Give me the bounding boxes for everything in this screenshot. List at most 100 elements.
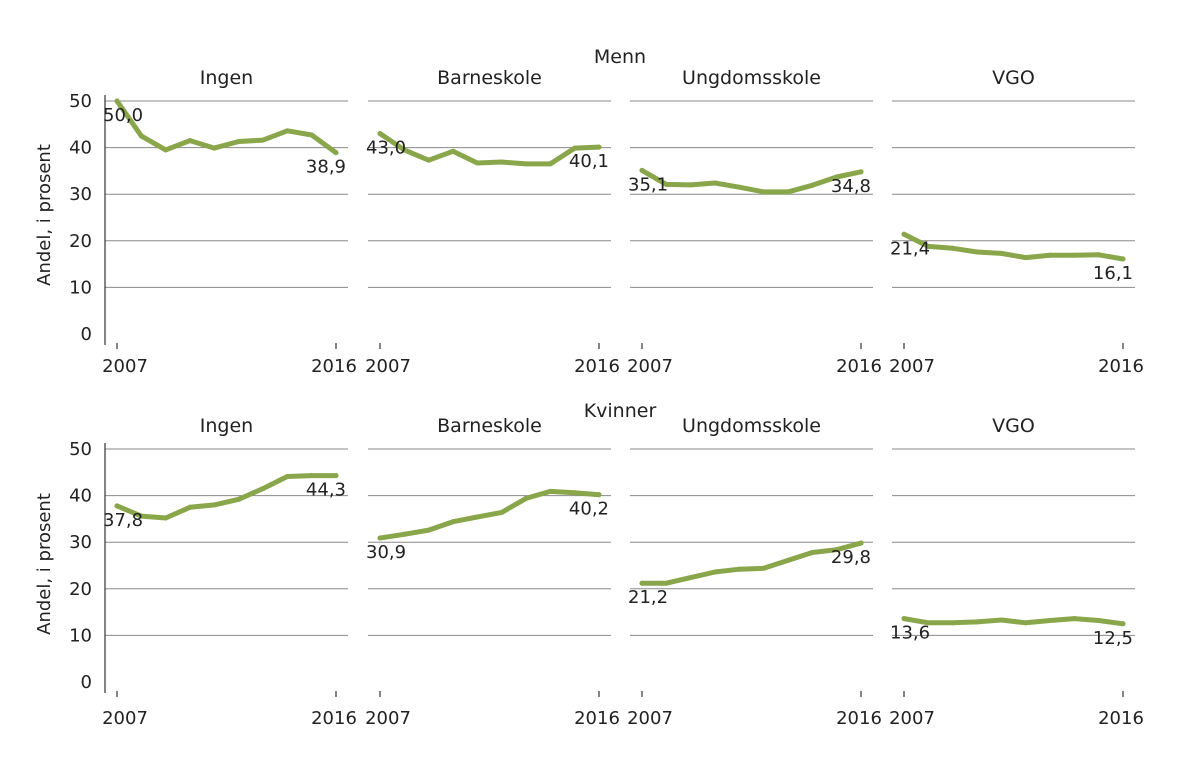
data-point — [1047, 617, 1053, 623]
data-point — [761, 565, 767, 571]
x-tick-label: 2016 — [311, 708, 357, 729]
y-tick-label: 0 — [81, 324, 92, 345]
data-point — [712, 180, 718, 186]
panel-title: Ungdomsskole — [682, 67, 821, 89]
y-tick-label: 20 — [69, 579, 92, 600]
data-point — [858, 540, 864, 546]
data-point — [114, 98, 120, 104]
data-point — [785, 557, 791, 563]
data-point — [596, 144, 602, 150]
series-line — [114, 98, 339, 156]
data-point — [138, 513, 144, 519]
data-point — [1120, 256, 1126, 262]
data-point — [1071, 252, 1077, 258]
x-tick-label: 2016 — [836, 708, 882, 729]
y-tick-label: 40 — [69, 486, 92, 507]
y-axis-label: Andel, i prosent — [34, 493, 55, 635]
data-point — [901, 231, 907, 237]
data-point — [377, 535, 383, 541]
x-tick-label: 2016 — [574, 356, 620, 377]
data-point — [163, 515, 169, 521]
data-point — [572, 145, 578, 151]
data-point — [596, 492, 602, 498]
series-line — [377, 488, 602, 541]
data-point — [950, 245, 956, 251]
data-point — [450, 148, 456, 154]
data-point — [260, 137, 266, 143]
data-point — [547, 161, 553, 167]
data-point — [1071, 616, 1077, 622]
start-data-label: 21,4 — [890, 238, 930, 259]
data-point — [499, 509, 505, 515]
x-tick-label: 2007 — [365, 708, 411, 729]
start-data-label: 50,0 — [103, 105, 143, 126]
data-point — [1096, 617, 1102, 623]
data-point — [809, 549, 815, 555]
data-point — [950, 620, 956, 626]
data-point — [663, 181, 669, 187]
data-point — [688, 182, 694, 188]
x-tick-label: 2016 — [1098, 708, 1144, 729]
data-point — [187, 138, 193, 144]
y-tick-label: 10 — [69, 277, 92, 298]
data-point — [426, 527, 432, 533]
x-tick-label: 2016 — [1098, 356, 1144, 377]
data-point — [688, 575, 694, 581]
data-point — [1023, 620, 1029, 626]
data-point — [450, 519, 456, 525]
x-tick-label: 2007 — [889, 708, 935, 729]
data-point — [211, 145, 217, 151]
data-point — [1023, 255, 1029, 261]
data-point — [474, 514, 480, 520]
series-line — [901, 616, 1126, 627]
group-title: Menn — [594, 46, 646, 68]
y-tick-label: 40 — [69, 138, 92, 159]
data-point — [974, 619, 980, 625]
panel-title: Ingen — [200, 415, 253, 437]
data-point — [639, 580, 645, 586]
end-data-label: 38,9 — [306, 157, 346, 178]
data-point — [401, 147, 407, 153]
start-data-label: 35,1 — [628, 174, 668, 195]
y-tick-label: 10 — [69, 625, 92, 646]
x-tick-label: 2007 — [889, 356, 935, 377]
data-point — [236, 139, 242, 145]
panel-title: VGO — [992, 415, 1035, 437]
start-data-label: 30,9 — [366, 542, 406, 563]
data-point — [499, 159, 505, 165]
start-data-label: 13,6 — [890, 623, 930, 644]
panel-title: VGO — [992, 67, 1035, 89]
data-point — [333, 150, 339, 156]
data-point — [236, 496, 242, 502]
data-point — [547, 488, 553, 494]
series-line — [901, 231, 1126, 262]
x-tick-label: 2007 — [102, 356, 148, 377]
data-point — [401, 531, 407, 537]
data-point — [474, 160, 480, 166]
series-line — [114, 473, 339, 521]
panel-title: Barneskole — [437, 67, 542, 89]
data-point — [834, 174, 840, 180]
end-data-label: 29,8 — [831, 547, 871, 568]
y-tick-label: 20 — [69, 231, 92, 252]
data-point — [761, 189, 767, 195]
data-point — [901, 616, 907, 622]
data-point — [736, 566, 742, 572]
x-tick-label: 2016 — [311, 356, 357, 377]
data-point — [1047, 252, 1053, 258]
data-point — [333, 473, 339, 479]
series-line — [639, 167, 864, 195]
x-tick-label: 2016 — [836, 356, 882, 377]
data-point — [426, 157, 432, 163]
data-point — [925, 243, 931, 249]
y-tick-label: 0 — [81, 672, 92, 693]
data-point — [998, 617, 1004, 623]
end-data-label: 40,2 — [569, 499, 609, 520]
x-tick-label: 2007 — [627, 356, 673, 377]
data-point — [284, 128, 290, 134]
data-point — [663, 580, 669, 586]
data-point — [377, 131, 383, 137]
panel-title: Ingen — [200, 67, 253, 89]
y-tick-label: 30 — [69, 184, 92, 205]
